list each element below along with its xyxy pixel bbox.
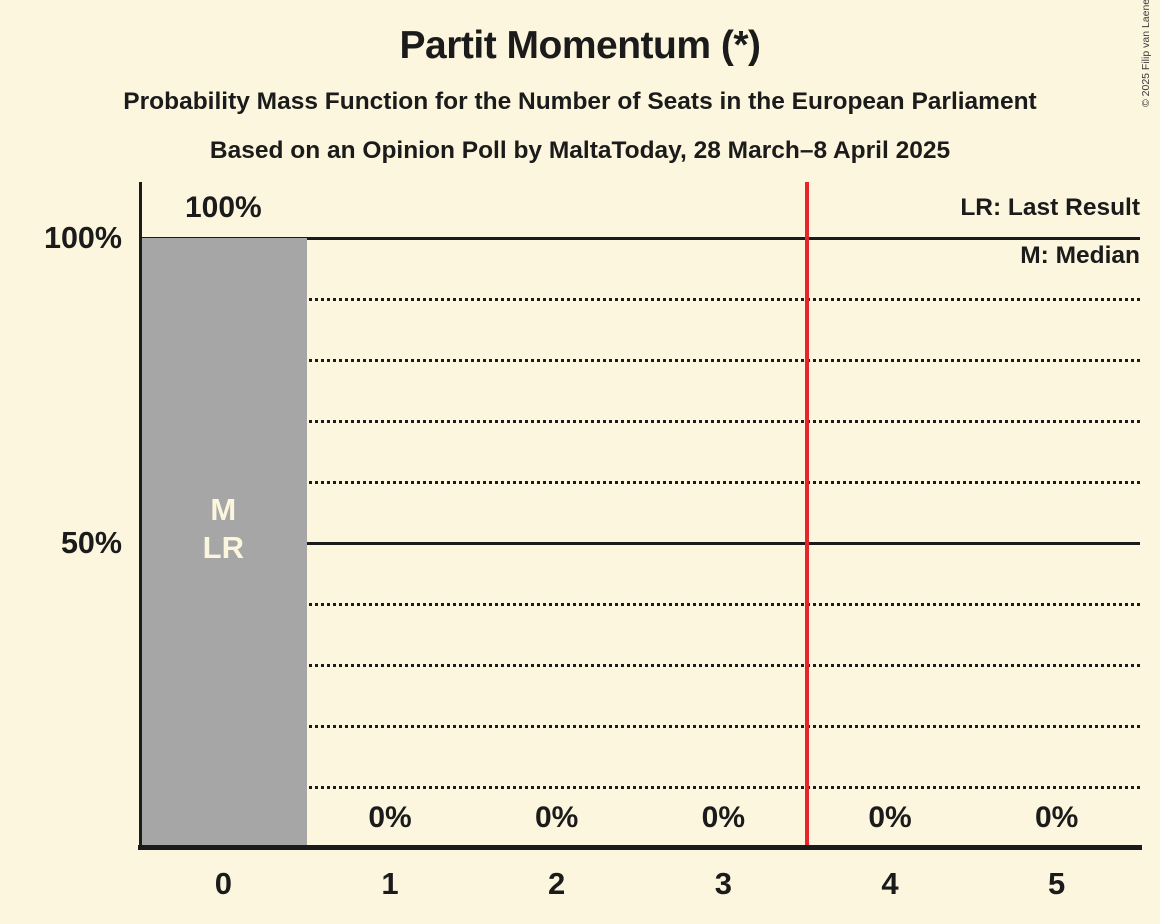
x-tick-label-5: 5 bbox=[1048, 866, 1066, 901]
gridline-10pct bbox=[140, 786, 1140, 789]
gridline-90pct bbox=[140, 298, 1140, 301]
chart-subtitle: Probability Mass Function for the Number… bbox=[123, 88, 1037, 115]
value-label-seats-2: 0% bbox=[534, 801, 579, 834]
legend-item-median: M: Median bbox=[1020, 242, 1140, 269]
value-label-seats-0: 100% bbox=[184, 191, 262, 224]
last-result-marker-label: LR bbox=[202, 530, 244, 565]
bar-annotation-seats-0: M LR bbox=[140, 491, 307, 567]
y-tick-label-100: 100% bbox=[43, 221, 122, 255]
legend-item-last-result: LR: Last Result bbox=[960, 194, 1140, 221]
majority-threshold-line bbox=[804, 182, 809, 845]
median-marker-label: M bbox=[210, 492, 237, 527]
value-label-seats-5: 0% bbox=[1034, 801, 1079, 834]
bar-seats-0 bbox=[140, 238, 307, 848]
gridline-30pct bbox=[140, 664, 1140, 667]
y-tick-label-50: 50% bbox=[60, 526, 122, 560]
x-axis-line bbox=[138, 845, 1142, 850]
gridline-40pct bbox=[140, 603, 1140, 606]
value-label-seats-3: 0% bbox=[701, 801, 745, 834]
gridline-60pct bbox=[140, 481, 1140, 484]
chart-source-subtitle: Based on an Opinion Poll by MaltaToday, … bbox=[209, 137, 951, 164]
x-tick-label-2: 2 bbox=[548, 866, 566, 901]
legend: LR: Last Result M: Median bbox=[960, 184, 1140, 280]
x-tick-label-3: 3 bbox=[714, 866, 732, 901]
gridline-80pct bbox=[140, 359, 1140, 362]
gridline-70pct bbox=[140, 420, 1140, 423]
y-axis-line bbox=[139, 182, 142, 848]
gridline-100pct bbox=[140, 237, 1140, 240]
value-label-seats-4: 0% bbox=[868, 801, 912, 834]
page-title: Partit Momentum (*) bbox=[399, 24, 762, 67]
x-tick-label-1: 1 bbox=[381, 866, 399, 901]
value-label-seats-1: 0% bbox=[368, 801, 412, 834]
x-tick-label-4: 4 bbox=[881, 866, 899, 901]
gridline-20pct bbox=[140, 725, 1140, 728]
x-tick-label-0: 0 bbox=[214, 866, 232, 901]
gridline-50pct bbox=[140, 542, 1140, 545]
copyright-text: © 2025 Filip van Laenen bbox=[1140, 0, 1152, 107]
